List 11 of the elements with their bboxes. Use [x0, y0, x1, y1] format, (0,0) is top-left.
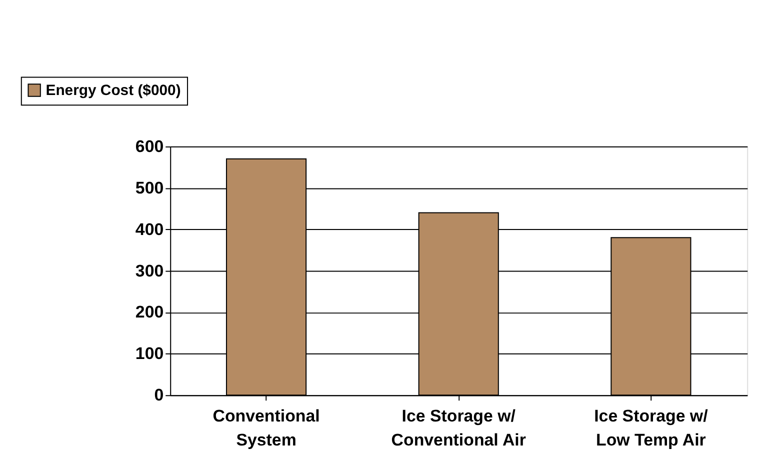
y-tick-label: 200 — [135, 302, 164, 322]
y-tick-label: 600 — [135, 136, 164, 156]
legend-label: Energy Cost ($000) — [46, 82, 181, 100]
x-tick-label: Ice Storage w/ Low Temp Air — [594, 406, 708, 450]
y-tick-label: 400 — [135, 220, 164, 239]
y-tick-label: 0 — [154, 386, 164, 405]
x-tick-label: Conventional System — [212, 406, 320, 450]
y-tick-label: 300 — [135, 261, 164, 280]
y-tick-label: 100 — [135, 344, 164, 364]
x-tick-label: Ice Storage w/ Conventional Air — [391, 406, 526, 450]
y-tick-label: 500 — [135, 178, 164, 198]
